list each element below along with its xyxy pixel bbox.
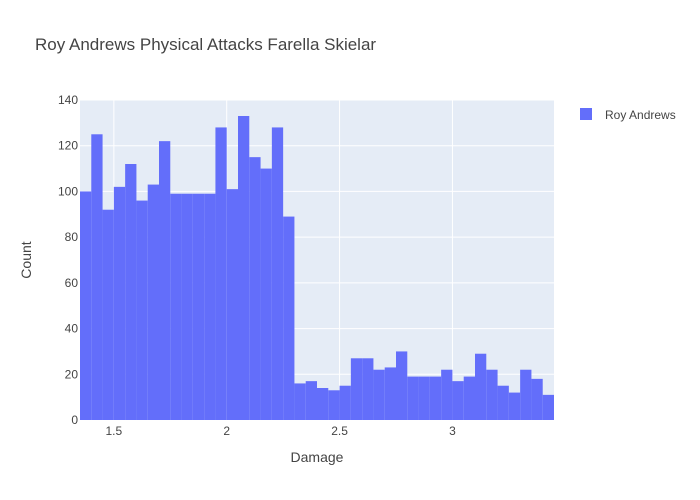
histogram-bar[interactable]	[418, 376, 430, 420]
y-tick-label: 40	[65, 322, 79, 336]
histogram-bar[interactable]	[520, 369, 532, 420]
histogram-bar[interactable]	[226, 189, 238, 420]
histogram-bar[interactable]	[396, 351, 408, 420]
histogram-bar[interactable]	[283, 216, 295, 420]
histogram-bar[interactable]	[159, 141, 171, 420]
histogram-bar[interactable]	[429, 376, 442, 420]
histogram-bar[interactable]	[125, 164, 137, 420]
y-tick-label: 60	[65, 276, 79, 290]
histogram-bar[interactable]	[305, 381, 317, 420]
y-tick-label: 20	[65, 367, 79, 381]
x-axis-label: Damage	[291, 449, 344, 465]
histogram-bar[interactable]	[238, 116, 250, 420]
histogram-bar[interactable]	[249, 157, 261, 420]
x-tick-label: 1.5	[106, 424, 123, 438]
histogram-bar[interactable]	[136, 200, 148, 420]
histogram-bar[interactable]	[170, 193, 182, 420]
x-tick-labels: 1.5 2 2.5 3	[106, 424, 457, 438]
histogram-bars	[80, 116, 554, 421]
histogram-bar[interactable]	[102, 209, 114, 420]
chart-title: Roy Andrews Physical Attacks Farella Ski…	[35, 35, 376, 54]
histogram-bar[interactable]	[350, 358, 363, 420]
y-tick-label: 80	[65, 230, 79, 244]
y-tick-label: 100	[58, 184, 78, 198]
y-tick-label: 120	[58, 139, 78, 153]
histogram-bar[interactable]	[181, 193, 193, 420]
histogram-bar[interactable]	[317, 388, 329, 420]
histogram-bar[interactable]	[113, 186, 126, 420]
histogram-bar[interactable]	[328, 390, 340, 420]
histogram-bar[interactable]	[407, 376, 419, 420]
histogram-bar[interactable]	[531, 378, 543, 420]
histogram-bar[interactable]	[91, 134, 103, 421]
histogram-bar[interactable]	[441, 369, 453, 420]
y-tick-label: 0	[71, 413, 78, 427]
histogram-bar[interactable]	[192, 193, 205, 420]
histogram-bar[interactable]	[204, 193, 216, 420]
histogram-bar[interactable]	[486, 369, 498, 420]
y-axis-label: Count	[18, 241, 34, 278]
histogram-bar[interactable]	[80, 191, 92, 420]
legend[interactable]: Roy Andrews	[580, 108, 676, 122]
histogram-bar[interactable]	[147, 184, 159, 420]
histogram-bar[interactable]	[373, 369, 385, 420]
legend-entry-label: Roy Andrews	[605, 108, 676, 122]
x-tick-label: 3	[449, 424, 456, 438]
histogram-bar[interactable]	[271, 127, 284, 420]
histogram-bar[interactable]	[542, 394, 554, 420]
histogram-bar[interactable]	[362, 358, 374, 420]
y-tick-labels: 0 20 40 60 80 100 120 140	[58, 93, 78, 427]
histogram-bar[interactable]	[475, 353, 487, 420]
histogram-bar[interactable]	[463, 376, 475, 420]
x-tick-label: 2.5	[331, 424, 348, 438]
histogram-bar[interactable]	[452, 381, 464, 420]
histogram-bar[interactable]	[497, 385, 509, 420]
histogram-bar[interactable]	[508, 392, 521, 420]
x-tick-label: 2	[223, 424, 230, 438]
histogram-bar[interactable]	[260, 168, 272, 420]
histogram-bar[interactable]	[294, 383, 306, 420]
y-tick-label: 140	[58, 93, 78, 107]
histogram-bar[interactable]	[339, 385, 351, 420]
histogram-bar[interactable]	[215, 127, 227, 420]
legend-swatch	[580, 108, 592, 120]
histogram-bar[interactable]	[384, 367, 396, 420]
